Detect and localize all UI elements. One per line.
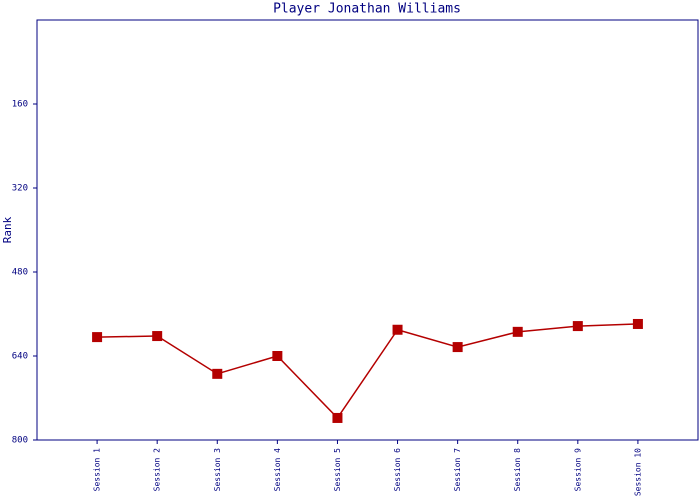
point-marker [572,321,583,332]
x-tick-label: Session 1 [93,448,102,492]
chart-title: Player Jonathan Williams [273,2,461,17]
x-tick-label: Session 9 [573,448,582,492]
y-tick-label: 160 [12,100,28,110]
x-tick-label: Session 8 [513,448,522,492]
y-tick-label: 800 [12,436,28,446]
y-tick-label: 480 [12,268,28,278]
point-marker [212,368,223,379]
point-marker [332,412,343,423]
plot-frame [36,19,699,441]
x-tick-label: Session 7 [453,448,462,492]
x-tick-label: Session 3 [213,448,222,492]
x-tick-label: Session 2 [153,448,162,492]
x-tick-label: Session 6 [393,448,402,492]
point-marker [452,342,463,353]
point-marker [272,351,283,361]
point-marker [392,324,403,335]
point-marker [632,318,643,329]
point-marker [92,332,103,343]
y-axis-label: Rank [1,216,14,243]
series-line [97,323,638,420]
x-tick-label: Session 5 [333,448,342,492]
x-tick-label: Session 10 [633,448,642,496]
point-marker [152,331,163,342]
point-marker [512,326,523,337]
y-tick-label: 640 [12,352,28,362]
x-tick-label: Session 4 [273,448,282,492]
y-tick-label: 320 [12,184,28,194]
